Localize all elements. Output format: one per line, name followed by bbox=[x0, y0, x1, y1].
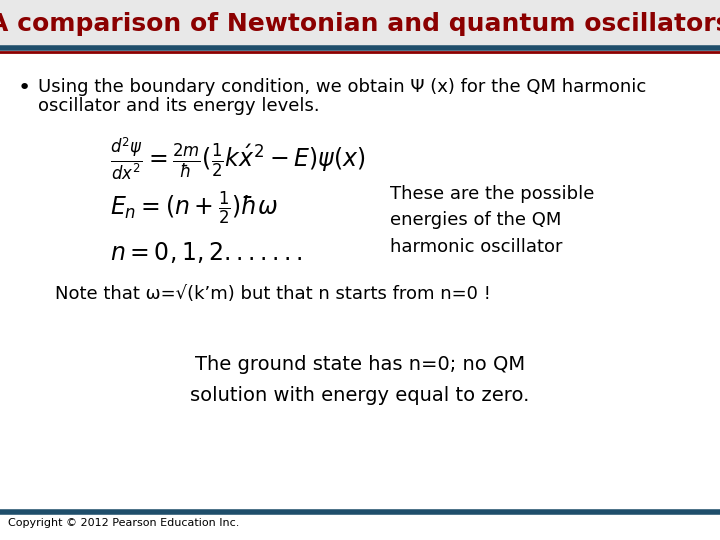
Text: $E_n = (n+\frac{1}{2})\hbar\omega$: $E_n = (n+\frac{1}{2})\hbar\omega$ bbox=[110, 190, 278, 227]
Text: •: • bbox=[18, 78, 31, 98]
Text: These are the possible
energies of the QM
harmonic oscillator: These are the possible energies of the Q… bbox=[390, 185, 595, 256]
Text: Note that ω=√(kʼm) but that n starts from n=0 !: Note that ω=√(kʼm) but that n starts fro… bbox=[55, 285, 491, 303]
Text: Using the boundary condition, we obtain Ψ (x) for the QM harmonic: Using the boundary condition, we obtain … bbox=[38, 78, 647, 96]
Text: $n = 0,1,2.......$: $n = 0,1,2.......$ bbox=[110, 240, 303, 265]
Text: $\frac{d^2\psi}{dx^2} = \frac{2m}{\hbar}(\frac{1}{2}k\'x^2 - E)\psi(x)$: $\frac{d^2\psi}{dx^2} = \frac{2m}{\hbar}… bbox=[110, 135, 366, 181]
Text: The ground state has n=0; no QM
solution with energy equal to zero.: The ground state has n=0; no QM solution… bbox=[190, 355, 530, 405]
Text: A comparison of Newtonian and quantum oscillators: A comparison of Newtonian and quantum os… bbox=[0, 12, 720, 36]
Text: Copyright © 2012 Pearson Education Inc.: Copyright © 2012 Pearson Education Inc. bbox=[8, 518, 239, 528]
Bar bbox=[0, 0, 720, 48]
Text: oscillator and its energy levels.: oscillator and its energy levels. bbox=[38, 97, 320, 115]
